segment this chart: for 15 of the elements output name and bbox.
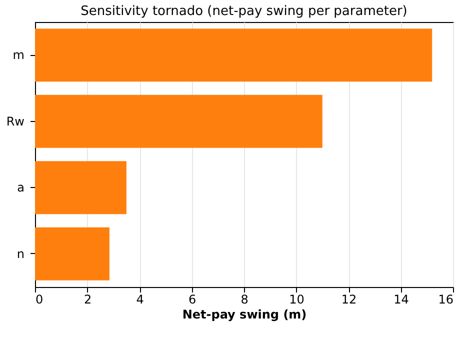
y-tick-label: a <box>17 180 24 195</box>
x-tick-label: 2 <box>84 292 92 306</box>
y-tick-label: n <box>16 246 24 261</box>
x-tick-label: 12 <box>341 292 357 306</box>
x-tick-label: 8 <box>240 292 248 306</box>
x-tick-label: 4 <box>136 292 144 306</box>
chart-title: Sensitivity tornado (net-pay swing per parameter) <box>80 4 408 19</box>
x-tick-label: 14 <box>394 292 409 306</box>
x-axis-title: Net-pay swing (m) <box>182 308 307 322</box>
y-tick-label: Rw <box>6 114 25 128</box>
x-tick-label: 6 <box>188 292 196 306</box>
x-tick-label: 16 <box>438 292 454 306</box>
y-tick-label: m <box>12 48 24 62</box>
x-tick-label: 0 <box>36 292 44 306</box>
x-tick-label: 10 <box>289 292 304 306</box>
